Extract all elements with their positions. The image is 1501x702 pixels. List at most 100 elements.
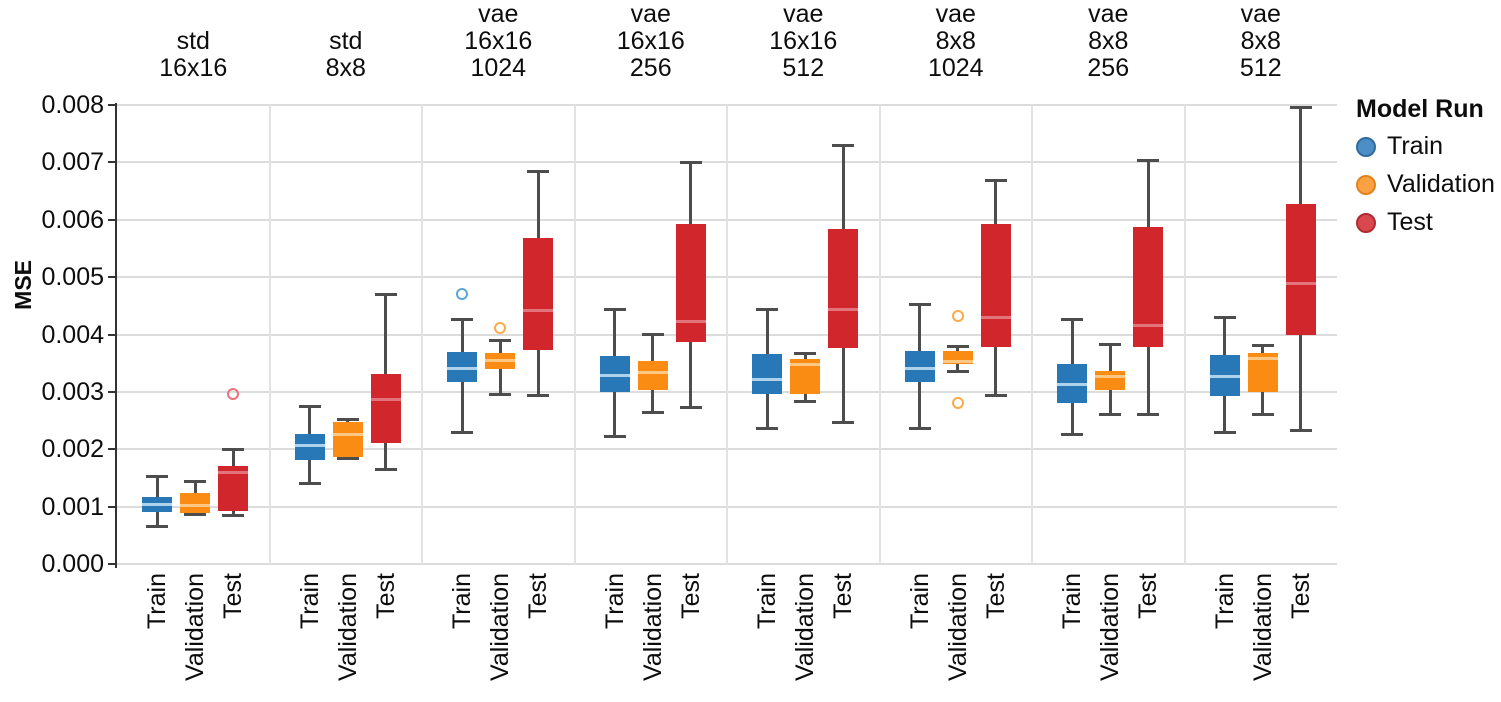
y-axis-line bbox=[115, 103, 117, 568]
whisker-cap-top bbox=[374, 292, 397, 296]
median-line bbox=[942, 359, 973, 363]
whisker-cap-bottom bbox=[1289, 429, 1312, 433]
whisker-cap-top bbox=[527, 170, 549, 174]
legend-item-train: Train bbox=[1356, 132, 1501, 161]
whisker-cap-bottom bbox=[1137, 413, 1159, 417]
median-line bbox=[370, 398, 401, 402]
median-line bbox=[1285, 281, 1316, 285]
facet-separator bbox=[1031, 105, 1033, 564]
facet-label: vae 8x8 1024 bbox=[880, 1, 1033, 82]
facet-separator bbox=[726, 105, 728, 564]
median-line bbox=[447, 366, 477, 370]
whisker-cap-top bbox=[1137, 158, 1159, 162]
y-tick-label: 0.000 bbox=[41, 550, 104, 578]
x-tick-label: Test bbox=[219, 573, 247, 619]
whisker-cap-bottom bbox=[1061, 432, 1083, 436]
x-tick-label: Train bbox=[905, 573, 934, 630]
whisker-cap-bottom bbox=[374, 467, 397, 471]
whisker-cap-top bbox=[679, 160, 702, 164]
facet-label: vae 16x16 512 bbox=[727, 1, 880, 82]
legend-label: Train bbox=[1387, 132, 1444, 160]
whisker-cap-top bbox=[184, 480, 206, 484]
whisker-cap-top bbox=[222, 447, 244, 451]
y-tick-label: 0.001 bbox=[41, 492, 104, 521]
facet-label-line: 16x16 bbox=[159, 54, 228, 82]
whisker-cap-bottom bbox=[489, 393, 511, 397]
whisker-cap-top bbox=[298, 405, 321, 409]
y-axis-tick bbox=[108, 333, 116, 336]
facet-label: std 8x8 bbox=[270, 28, 423, 82]
whisker-cap-top bbox=[603, 307, 626, 311]
x-tick-label: Test bbox=[371, 573, 400, 619]
y-tick-label: 0.007 bbox=[41, 148, 104, 177]
median-line bbox=[828, 308, 858, 312]
median-line bbox=[752, 378, 782, 382]
facet-label-line: 256 bbox=[629, 54, 672, 82]
legend-marker-icon bbox=[1356, 174, 1376, 195]
median-line bbox=[1095, 374, 1125, 378]
median-line bbox=[1209, 374, 1240, 378]
whisker-cap-top bbox=[1099, 343, 1121, 347]
facet-label-line: vae bbox=[783, 0, 824, 28]
facet-label: vae 8x8 256 bbox=[1032, 1, 1185, 82]
box-test bbox=[218, 466, 248, 512]
facet-label-line: vae bbox=[630, 0, 671, 28]
legend-marker-icon bbox=[1356, 212, 1376, 233]
facet-separator bbox=[573, 105, 576, 564]
whisker-cap-bottom bbox=[794, 400, 816, 404]
box-validation bbox=[332, 422, 363, 458]
median-line bbox=[180, 503, 210, 507]
whisker-cap-bottom bbox=[222, 513, 244, 517]
y-axis-tick bbox=[108, 218, 116, 221]
whisker-cap-bottom bbox=[527, 394, 549, 398]
median-line bbox=[904, 366, 935, 370]
facet-label-line: std bbox=[329, 27, 363, 55]
median-line bbox=[523, 308, 553, 312]
x-tick-label: Train bbox=[1210, 573, 1239, 630]
box-train bbox=[904, 351, 935, 383]
y-axis-tick bbox=[108, 563, 116, 565]
facet-label-line: vae bbox=[1240, 0, 1281, 28]
legend-item-test: Test bbox=[1356, 208, 1501, 237]
median-line bbox=[1133, 324, 1163, 328]
x-tick-label: Validation bbox=[791, 573, 819, 681]
y-tick-label: 0.004 bbox=[41, 320, 104, 349]
facet-label-line: vae bbox=[935, 0, 976, 28]
median-line bbox=[1057, 382, 1087, 386]
whisker-cap-bottom bbox=[603, 435, 626, 439]
y-tick-label: 0.003 bbox=[41, 377, 104, 406]
median-line bbox=[294, 444, 325, 448]
facet-label-line: vae bbox=[1088, 0, 1129, 28]
x-tick-label: Test bbox=[676, 573, 705, 619]
box-test bbox=[370, 373, 401, 444]
whisker-cap-bottom bbox=[184, 512, 206, 516]
outlier-point bbox=[227, 387, 239, 400]
facet-separator bbox=[421, 105, 423, 564]
gridline bbox=[117, 563, 1337, 565]
median-line bbox=[790, 362, 820, 366]
facet-label-line: std bbox=[176, 27, 210, 55]
whisker-cap-bottom bbox=[984, 393, 1007, 397]
y-axis-tick bbox=[108, 505, 116, 508]
whisker-cap-top bbox=[1251, 343, 1274, 347]
y-tick-label: 0.006 bbox=[41, 205, 104, 234]
whisker-cap-top bbox=[489, 338, 511, 342]
y-tick-label: 0.005 bbox=[41, 263, 104, 292]
facet-label-line: 1024 bbox=[927, 54, 984, 82]
median-line bbox=[675, 320, 706, 324]
median-line bbox=[637, 370, 668, 374]
box-test bbox=[1133, 227, 1163, 347]
median-line bbox=[218, 470, 248, 474]
whisker-cap-bottom bbox=[146, 525, 168, 529]
outlier-point bbox=[494, 322, 506, 335]
facet-label-line: 256 bbox=[1087, 54, 1130, 82]
facet-label-line: 16x16 bbox=[464, 27, 533, 55]
x-tick-label: Train bbox=[1058, 573, 1086, 630]
whisker-cap-bottom bbox=[908, 427, 931, 431]
legend-items: Train Validation Test bbox=[1356, 132, 1501, 237]
whisker-cap-bottom bbox=[451, 430, 473, 434]
box-test bbox=[675, 223, 706, 342]
y-tick-label: 0.002 bbox=[41, 435, 104, 464]
facet-label: std 16x16 bbox=[117, 28, 270, 82]
whisker-cap-bottom bbox=[832, 421, 854, 425]
